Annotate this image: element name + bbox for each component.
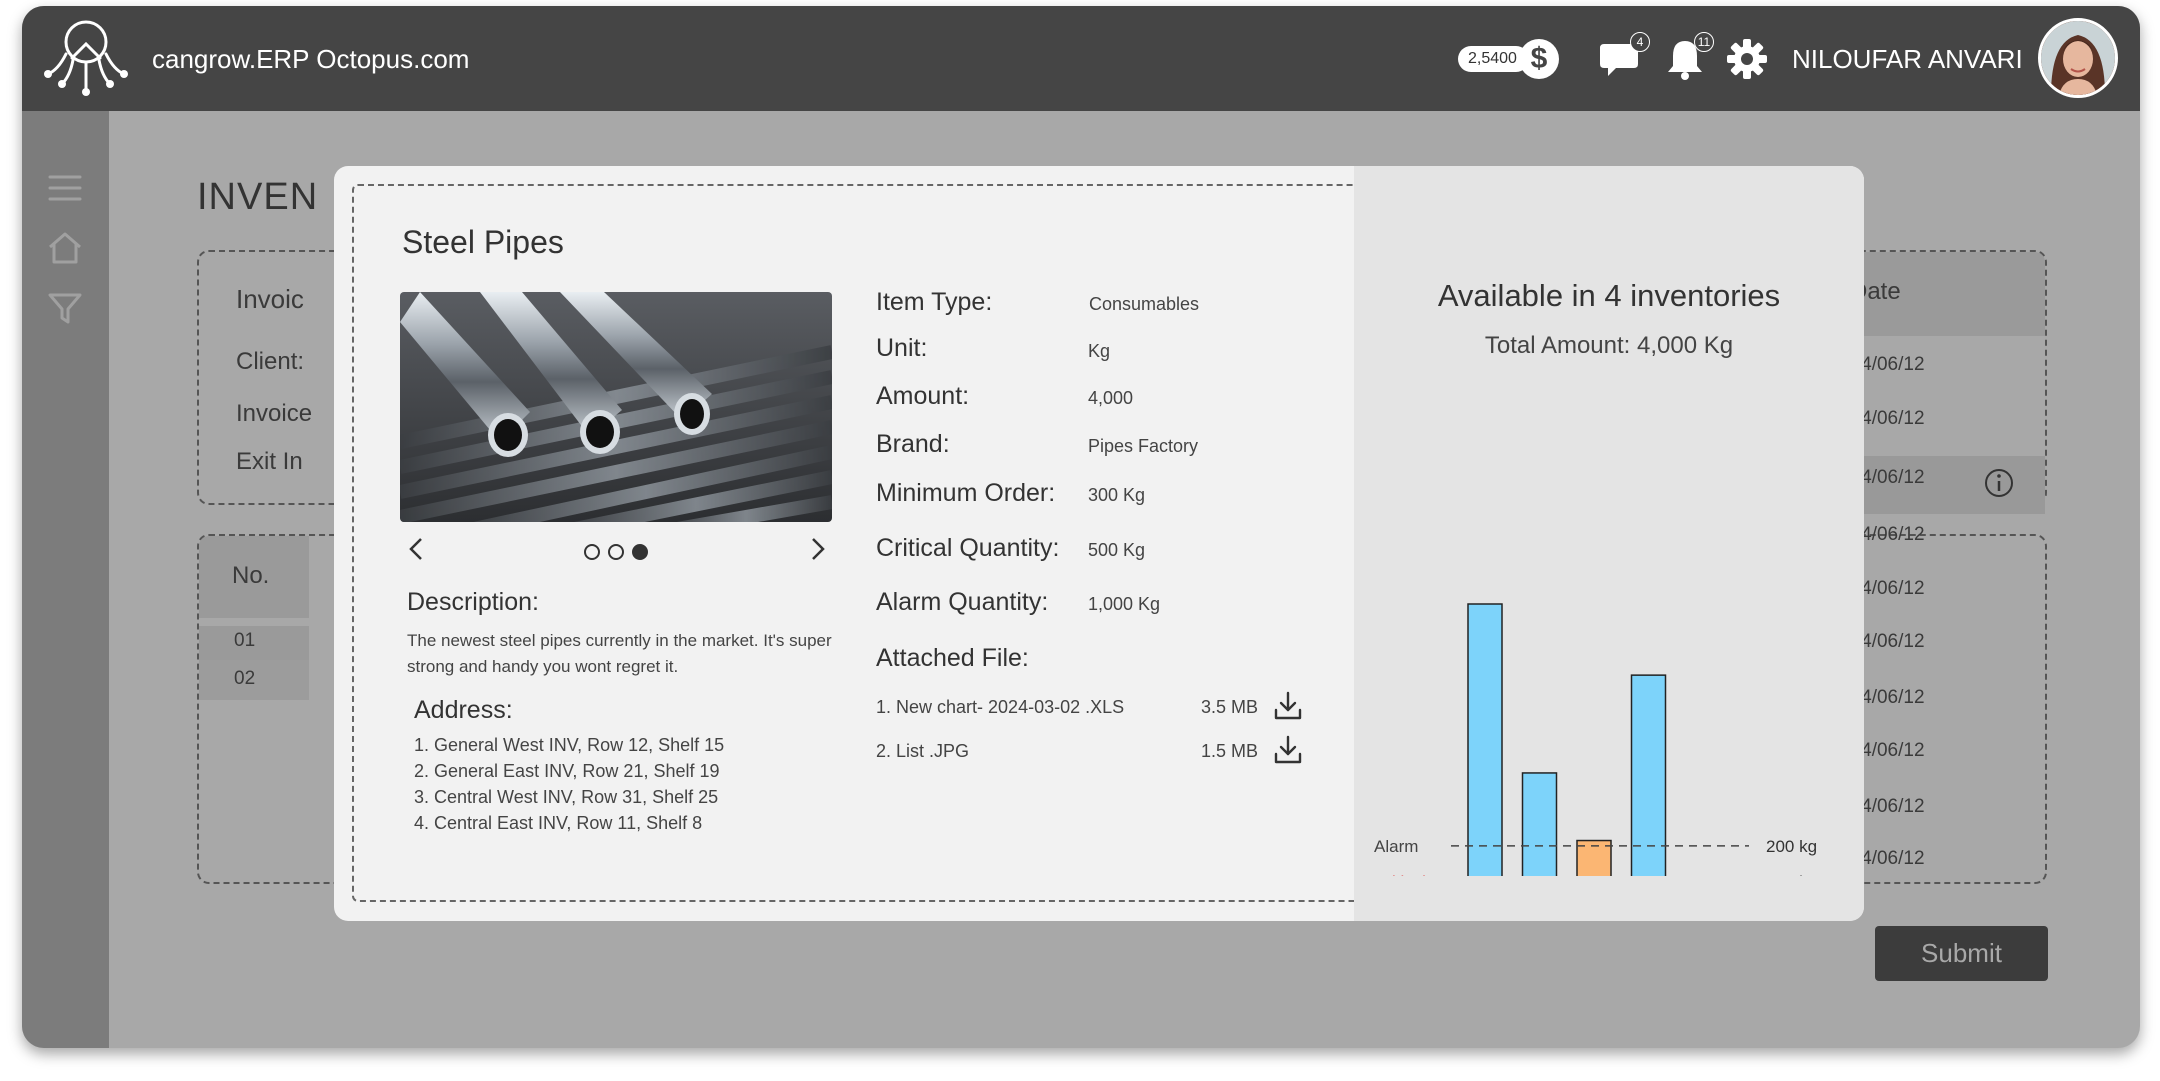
chevron-left-icon (409, 538, 422, 560)
address-heading: Address: (414, 696, 513, 724)
menu-icon[interactable] (46, 169, 84, 207)
invoice-label: Invoice (236, 400, 313, 427)
threshold-value-label: 200 kg (1766, 837, 1817, 856)
spec-value: Pipes Factory (1088, 436, 1199, 456)
summary-subtitle: Total Amount: 4,000 Kg (1484, 332, 1734, 359)
chart-bar (1467, 603, 1503, 876)
spec-value: 4,000 (1088, 388, 1134, 408)
app-window: cangrow.ERP Octopus.com 2,5400 $ 4 11 (22, 6, 2140, 1048)
user-photo-icon (2041, 21, 2115, 95)
row-no: 02 (234, 668, 256, 689)
spec-label: Amount: (876, 382, 970, 410)
spec-value: 300 Kg (1088, 485, 1146, 505)
inventory-summary-panel: Available in 4 inventories Total Amount:… (1354, 166, 1864, 921)
row-no: 01 (234, 630, 256, 651)
messages-badge: 4 (1630, 32, 1650, 52)
file-size: 1.5 MB (1201, 741, 1259, 761)
home-icon[interactable] (46, 229, 84, 267)
carousel-dot[interactable] (584, 544, 600, 560)
threshold-name: Alarm (1374, 837, 1418, 856)
carousel-dot[interactable] (608, 544, 624, 560)
spec-value: 500 Kg (1088, 540, 1146, 560)
table-row (199, 660, 309, 700)
gear-icon (1727, 39, 1767, 79)
avatar[interactable] (2038, 18, 2118, 98)
exit-label: Exit In (236, 448, 303, 475)
file-name[interactable]: 1. New chart- 2024-03-02 .XLS (876, 697, 1125, 717)
carousel-prev-button[interactable] (402, 534, 432, 564)
spec-label: Unit: (876, 334, 928, 362)
user-name[interactable]: NILOUFAR ANVARI (1792, 44, 2023, 74)
date-column-header (1842, 252, 2045, 336)
download-icon[interactable] (1272, 690, 1304, 722)
spec-label: Item Type: (876, 288, 993, 316)
sidebar (22, 111, 109, 1048)
client-label: Client: (236, 348, 305, 375)
carousel-next-button[interactable] (802, 534, 832, 564)
spec-value: 1,000 Kg (1088, 594, 1161, 614)
messages-button[interactable]: 4 (1598, 32, 1650, 82)
credit-balance[interactable]: 2,5400 $ (1458, 39, 1559, 79)
chat-icon (1600, 44, 1638, 76)
threshold-name: Critical: (1374, 872, 1431, 876)
steel-pipes-image-icon (400, 292, 832, 522)
info-icon[interactable] (1982, 466, 2016, 500)
inventory-bar-chart: CW-INVCE-INVGW-INVGE-INVCC-INVAlarm200 k… (1374, 603, 1817, 876)
summary-title: Available in 4 inventories (1437, 278, 1781, 313)
address-item: 1. General West INV, Row 12, Shelf 15 (414, 735, 725, 755)
item-photo[interactable] (400, 292, 832, 522)
item-detail-modal: Steel Pipes (334, 166, 1864, 921)
spec-label: Alarm Quantity: (876, 588, 1049, 616)
carousel-dot-active[interactable] (632, 544, 648, 560)
bell-icon (1668, 41, 1702, 80)
spec-value: Kg (1088, 341, 1111, 361)
file-size: 3.5 MB (1201, 697, 1259, 717)
attached-heading: Attached File: (876, 644, 1029, 672)
octopus-logo-icon[interactable] (42, 14, 130, 102)
download-icon[interactable] (1272, 734, 1304, 766)
notifications-badge: 11 (1694, 32, 1714, 52)
page-title: INVEN (197, 176, 319, 218)
settings-button[interactable] (1724, 36, 1770, 82)
spec-label: Brand: (876, 430, 950, 458)
filter-icon[interactable] (46, 289, 84, 327)
address-item: 4. Central East INV, Row 11, Shelf 8 (414, 813, 703, 833)
invoice-heading: Invoic (236, 284, 304, 314)
notifications-button[interactable]: 11 (1662, 32, 1714, 82)
address-item: 3. Central West INV, Row 31, Shelf 25 (414, 787, 719, 807)
app-title: cangrow.ERP Octopus.com (152, 44, 470, 74)
chart-bar (1630, 674, 1667, 876)
spec-value: Consumables (1089, 294, 1200, 314)
item-detail-panel (352, 184, 1372, 902)
table-row (199, 626, 309, 660)
credit-amount: 2,5400 (1458, 46, 1529, 72)
col-no: No. (232, 562, 270, 589)
description-text: The newest steel pipes currently in the … (407, 631, 832, 676)
address-list: 1. General West INV, Row 12, Shelf 15 2.… (414, 732, 724, 836)
no-column-header (199, 536, 309, 618)
item-name: Steel Pipes (402, 224, 564, 260)
spec-label: Minimum Order: (876, 479, 1056, 507)
chevron-right-icon (812, 538, 825, 560)
spec-label: Critical Quantity: (876, 534, 1060, 562)
description-heading: Description: (407, 588, 539, 616)
carousel-dots (584, 544, 648, 560)
top-bar: cangrow.ERP Octopus.com 2,5400 $ 4 11 (22, 6, 2140, 111)
address-item: 2. General East INV, Row 21, Shelf 19 (414, 761, 720, 781)
chart-bar (1521, 772, 1558, 876)
file-name[interactable]: 2. List .JPG (876, 741, 970, 761)
submit-button[interactable]: Submit (1875, 926, 2048, 981)
dollar-icon: $ (1518, 39, 1559, 79)
threshold-value-label: 100 kg (1766, 872, 1817, 876)
